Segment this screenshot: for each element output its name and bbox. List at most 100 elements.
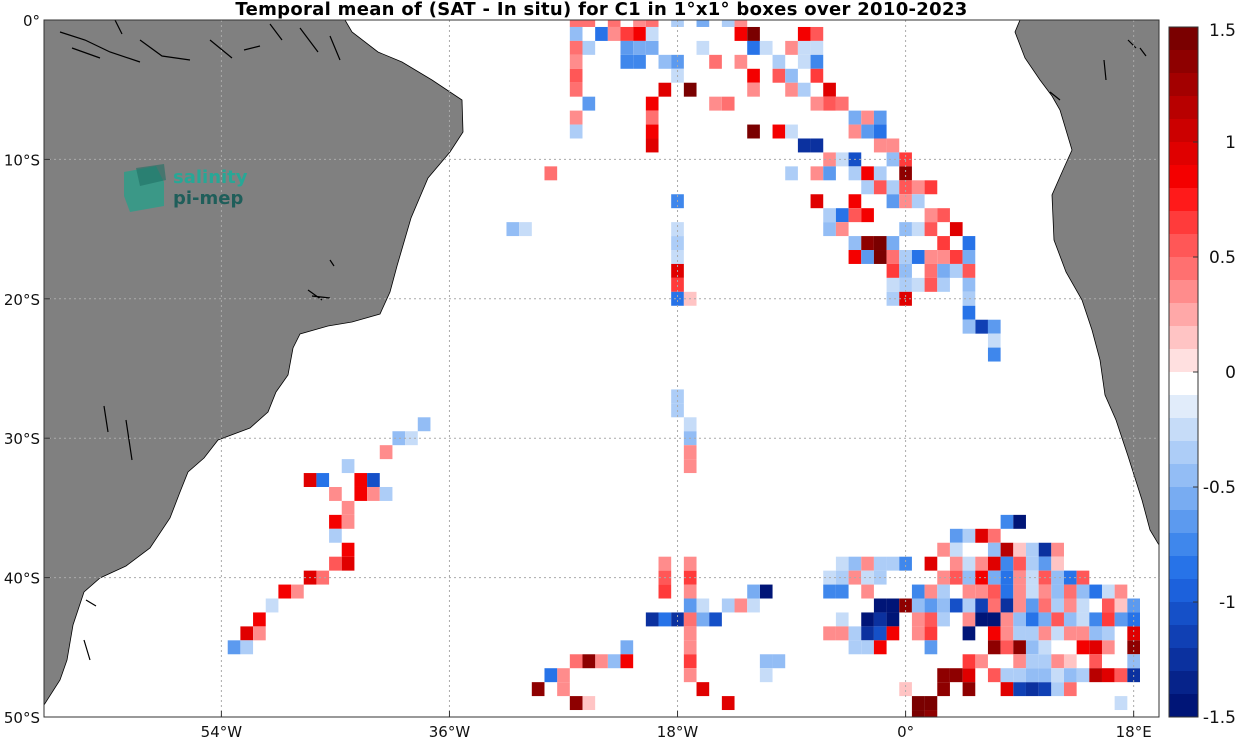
colorbar-segment [1169, 395, 1198, 419]
data-cell [848, 208, 862, 223]
data-cell [924, 640, 938, 655]
data-cell [1101, 626, 1115, 641]
data-cell [1101, 584, 1115, 599]
data-cell [278, 584, 292, 599]
data-cell [1038, 556, 1052, 571]
data-cell [886, 612, 900, 627]
data-cell [987, 319, 1001, 334]
data-cell [1025, 612, 1039, 627]
data-cell [886, 291, 900, 306]
data-cell [759, 654, 773, 669]
data-cell [873, 236, 887, 251]
data-cell [861, 626, 874, 641]
data-cell [734, 20, 748, 27]
data-cell [1051, 612, 1064, 627]
colorbar-segment [1169, 280, 1198, 304]
data-cell [937, 598, 950, 613]
data-cell [671, 277, 684, 292]
data-cell [658, 54, 672, 69]
data-cell [848, 250, 862, 264]
data-cell [835, 570, 849, 585]
data-cell [1076, 612, 1090, 627]
data-cell [607, 20, 621, 27]
data-cell [1000, 542, 1014, 557]
data-cell [341, 459, 355, 474]
data-cell [772, 68, 786, 83]
gridlines [44, 20, 1159, 717]
data-cell [937, 263, 950, 278]
data-cell [886, 138, 900, 153]
data-cell [329, 528, 342, 543]
data-cell [1114, 584, 1128, 599]
data-cell [949, 598, 963, 613]
data-cell [1101, 612, 1115, 627]
data-cell [329, 514, 342, 529]
data-cell [1038, 584, 1052, 599]
data-cell [835, 208, 849, 223]
colorbar-segment [1169, 188, 1198, 212]
data-cell [962, 305, 976, 320]
data-cell [569, 696, 583, 711]
salinity-pi-mep-logo: salinity pi-mep [124, 164, 248, 212]
data-cell [861, 612, 874, 627]
data-cell [696, 20, 710, 27]
data-cell [1051, 682, 1064, 697]
data-cell [987, 528, 1001, 543]
data-cell [582, 696, 596, 711]
data-cell [645, 20, 659, 27]
data-cell [823, 82, 836, 97]
data-cell [1051, 570, 1064, 585]
data-cell [645, 96, 659, 111]
data-cell [937, 277, 950, 292]
data-cell [696, 40, 710, 55]
y-tick-label: 10°S [4, 151, 40, 169]
colorbar-segment [1169, 648, 1198, 672]
data-cell [873, 124, 887, 139]
data-cell [683, 668, 697, 683]
data-cell [721, 96, 735, 111]
data-cell [633, 54, 646, 69]
data-cell [405, 431, 418, 446]
data-cell [1089, 668, 1102, 683]
data-cell [1076, 668, 1090, 683]
data-cell [873, 612, 887, 627]
data-cell [759, 40, 773, 55]
data-cell [924, 696, 938, 711]
y-axis-ticks: 0° 10°S 20°S 30°S 40°S 50°S [4, 12, 50, 727]
data-cell [569, 654, 583, 669]
data-cell [1114, 668, 1128, 683]
data-cell [861, 124, 874, 139]
colorbar-segment [1169, 602, 1198, 626]
data-cell [1038, 682, 1052, 697]
data-cell [962, 236, 976, 251]
colorbar-segment [1169, 441, 1198, 465]
data-cell [835, 612, 849, 627]
data-cell [848, 626, 862, 641]
colorbar-segment [1169, 50, 1198, 74]
data-cell [1000, 556, 1014, 571]
data-cell [975, 556, 988, 571]
data-cell [1000, 584, 1014, 599]
data-cell [987, 598, 1001, 613]
data-cell [949, 542, 963, 557]
data-cell [886, 277, 900, 292]
colorbar-tick-label: -1.5 [1203, 708, 1236, 728]
colorbar-segment [1169, 694, 1198, 718]
data-cell [557, 682, 570, 697]
colorbar-segment [1169, 96, 1198, 120]
data-cell [823, 166, 836, 181]
data-cell [531, 682, 545, 697]
data-cell [772, 124, 786, 139]
logo-text-salinity: salinity [173, 167, 248, 188]
data-cell [785, 166, 798, 181]
data-cell [582, 654, 596, 669]
data-cell [962, 626, 976, 641]
data-cell [861, 180, 874, 195]
data-cell [747, 598, 760, 613]
data-cell [924, 612, 938, 627]
data-cell [1013, 682, 1026, 697]
data-cell [785, 40, 798, 55]
data-cell [861, 640, 874, 655]
data-cell [291, 584, 304, 599]
data-cell [848, 110, 862, 125]
